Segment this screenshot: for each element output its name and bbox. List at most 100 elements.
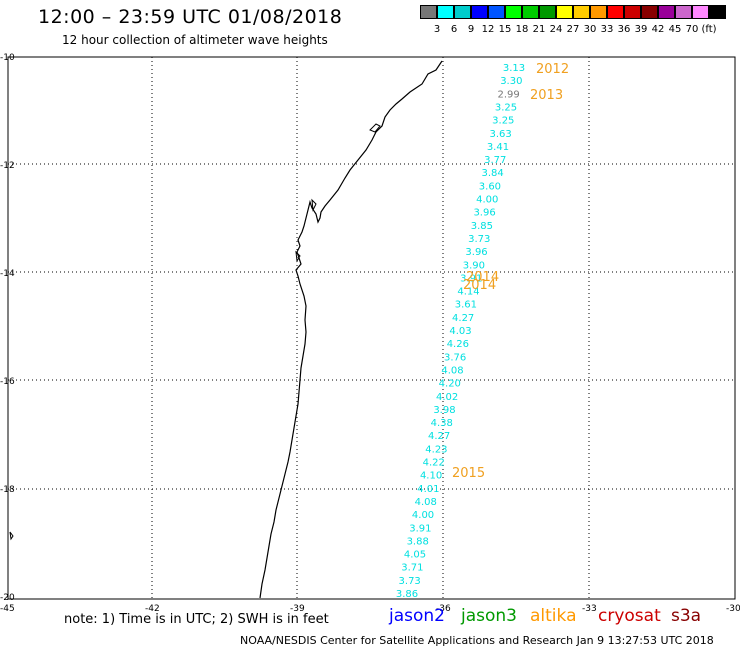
wave-height-value: 4.01 (417, 484, 439, 495)
scale-label: 24 (549, 24, 563, 35)
satellite-jason3: jason3 (461, 606, 517, 626)
scale-swatch (573, 5, 590, 19)
satellite-altika: altika (530, 606, 577, 626)
scale-swatch (709, 5, 726, 19)
wave-height-value: 3.85 (471, 221, 493, 232)
wave-height-value: 3.30 (500, 76, 522, 87)
scale-label: 45 (668, 24, 682, 35)
wave-height-value: 4.08 (441, 365, 463, 376)
latitude-label: -10 (0, 53, 15, 63)
wave-height-value: 3.41 (487, 142, 509, 153)
map-title: 12:00 – 23:59 UTC 01/08/2018 (38, 6, 343, 28)
scale-swatch (675, 5, 692, 19)
wave-height-value: 4.27 (452, 313, 474, 324)
wave-height-value: 3.76 (444, 352, 466, 363)
pass-time-label: 2014 (466, 270, 499, 285)
scale-swatch (624, 5, 641, 19)
wave-height-value: 4.03 (449, 326, 471, 337)
longitude-label: -42 (145, 604, 160, 614)
scale-label: 12 (481, 24, 495, 35)
latitude-label: -16 (0, 377, 15, 387)
wave-height-value: 3.98 (433, 405, 455, 416)
longitude-label: -45 (0, 604, 15, 614)
scale-swatch (488, 5, 505, 19)
longitude-label: -33 (582, 604, 597, 614)
wave-height-value: 2.99 (498, 89, 520, 100)
wave-height-value: 3.86 (396, 589, 418, 600)
scale-swatch (692, 5, 709, 19)
wave-height-value: 3.63 (489, 129, 511, 140)
wave-height-value: 4.00 (476, 195, 498, 206)
wave-height-value: 4.00 (412, 510, 434, 521)
scale-swatch (607, 5, 624, 19)
wave-height-value: 3.71 (401, 563, 423, 574)
map-subtitle: 12 hour collection of altimeter wave hei… (62, 33, 328, 47)
wave-height-value: 3.25 (492, 116, 514, 127)
latitude-label: -14 (0, 269, 15, 279)
scale-label: 39 (634, 24, 648, 35)
scale-swatch (454, 5, 471, 19)
scale-swatch (658, 5, 675, 19)
wave-height-value: 4.38 (431, 418, 453, 429)
scale-swatch (590, 5, 607, 19)
wave-height-value: 4.22 (423, 458, 445, 469)
wave-height-value: 3.25 (495, 102, 517, 113)
coastline (259, 60, 443, 599)
scale-swatch (522, 5, 539, 19)
map-frame (7, 56, 736, 600)
wave-height-value: 4.08 (415, 497, 437, 508)
scale-label: 70 (685, 24, 699, 35)
longitude-label: -36 (436, 604, 451, 614)
wave-height-value: 3.77 (484, 155, 506, 166)
scale-label: (ft) (701, 24, 717, 35)
longitude-labels: -45 -42 -39 -36 -33 -30 (0, 604, 740, 614)
wave-height-value: 3.88 (407, 536, 429, 547)
scale-swatch (471, 5, 488, 19)
longitude-label: -30 (726, 604, 740, 614)
wave-height-value: 4.14 (457, 287, 479, 298)
wave-height-value: 3.61 (455, 300, 477, 311)
latitude-label: -12 (0, 161, 15, 171)
scale-swatch (505, 5, 522, 19)
coastline-islands (9, 123, 381, 541)
pass-time-label: 2012 (536, 62, 569, 77)
wave-height-value: 3.60 (479, 181, 501, 192)
wave-height-value: 4.02 (436, 392, 458, 403)
wave-height-value: 4.10 (420, 471, 442, 482)
credit-line: NOAA/NESDIS Center for Satellite Applica… (240, 634, 714, 647)
scale-swatch (420, 5, 437, 19)
latitude-label: -20 (0, 593, 15, 603)
footer-note: note: 1) Time is in UTC; 2) SWH is in fe… (64, 612, 329, 627)
scale-label: 9 (467, 24, 475, 35)
scale-label: 36 (617, 24, 631, 35)
wave-height-value: 3.91 (460, 273, 482, 284)
scale-label: 21 (532, 24, 546, 35)
wave-height-value: 4.26 (447, 339, 469, 350)
wave-height-value: 3.91 (409, 523, 431, 534)
wave-height-value: 3.73 (468, 234, 490, 245)
scale-swatch (556, 5, 573, 19)
wave-height-value: 3.73 (399, 576, 421, 587)
scale-label: 30 (583, 24, 597, 35)
scale-swatch (437, 5, 454, 19)
scale-swatch (641, 5, 658, 19)
satellite-cryosat: cryosat (598, 606, 661, 626)
scale-label: 15 (498, 24, 512, 35)
wave-height-value: 3.90 (463, 260, 485, 271)
satellite-jason2: jason2 (389, 606, 445, 626)
scale-label: 27 (566, 24, 580, 35)
wave-height-value: 3.96 (473, 208, 495, 219)
scale-label: 18 (515, 24, 529, 35)
latitude-label: -18 (0, 485, 15, 495)
scale-label: 42 (651, 24, 665, 35)
longitude-label: -39 (290, 604, 305, 614)
latitude-labels: -10 -12 -14 -16 -18 -20 (0, 53, 15, 603)
wave-height-value: 3.13 (503, 63, 525, 74)
pass-time-label: 2014 (463, 278, 496, 293)
altimeter-track: 3.13 3.30 2.99 3.25 3.25 3.63 3.41 3.77 3.84 3.60… (396, 63, 525, 600)
wave-height-value: 4.20 (439, 379, 461, 390)
wave-height-value: 3.96 (465, 247, 487, 258)
scale-label: 3 (433, 24, 441, 35)
